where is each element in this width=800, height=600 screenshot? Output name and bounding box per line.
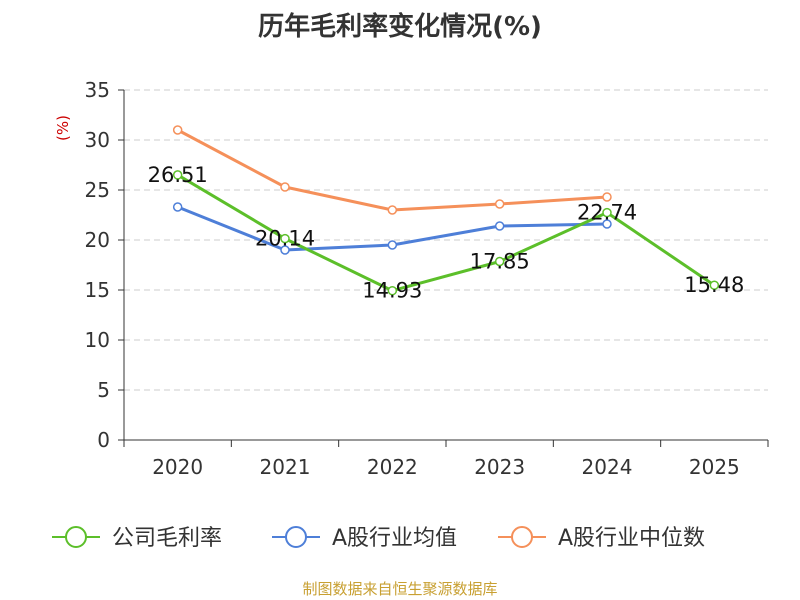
data-label: 15.48 [684,273,744,297]
y-tick-label: 30 [85,128,110,152]
data-point [280,233,290,244]
x-tick-label: 2025 [689,455,740,479]
y-tick-label: 20 [85,228,110,252]
x-tick-label: 2023 [474,455,525,479]
y-tick-label: 25 [85,178,110,202]
data-label: 20.14 [255,227,315,251]
data-point [494,256,505,267]
series-line-2 [176,128,609,212]
data-point [709,280,720,290]
legend-marker [511,526,533,548]
legend-item-1: A股行业均值 [272,526,457,551]
data-point [387,205,398,215]
legend-item-2: A股行业中位数 [498,526,705,551]
legend-marker [285,526,307,548]
data-label: 17.85 [470,250,530,274]
legend-marker [65,526,87,548]
data-labels: 26.51 20.14 14.93 17.85 22.74 15.48 [148,163,745,303]
y-tick-label: 35 [85,78,110,102]
chart-title: 历年毛利率变化情况(%) [258,12,542,42]
data-label: 14.93 [362,279,422,303]
legend-label: A股行业均值 [332,526,457,551]
x-tick-label: 2020 [152,455,203,479]
data-point [602,192,612,202]
data-point [602,219,612,229]
y-tick-label: 0 [97,428,110,452]
series [172,125,720,296]
series-line-0 [176,173,716,293]
data-point [172,125,183,135]
data-point [280,182,290,192]
legend-label: A股行业中位数 [558,526,705,551]
legend-label: 公司毛利率 [112,526,222,551]
y-axis-label: (%) [54,115,72,141]
data-label: 22.74 [577,201,637,225]
y-tick-label: 15 [85,278,110,302]
data-point [387,240,398,250]
data-point [602,207,612,218]
y-tick-label: 5 [97,378,110,402]
x-tick-label: 2022 [367,455,418,479]
gridlines [124,89,768,391]
data-point [494,199,505,209]
x-tick-label: 2024 [582,455,633,479]
source-note: 制图数据来自恒生聚源数据库 [302,580,498,598]
data-point [280,245,290,255]
data-point [172,170,183,180]
y-tick-label: 10 [85,328,110,352]
data-point [387,285,398,296]
data-point [172,202,183,212]
data-label: 26.51 [148,163,208,187]
x-tick-label: 2021 [260,455,311,479]
legend-item-0: 公司毛利率 [52,526,222,551]
legend: 公司毛利率 A股行业均值 A股行业中位数 [52,526,705,551]
data-point [494,221,505,231]
